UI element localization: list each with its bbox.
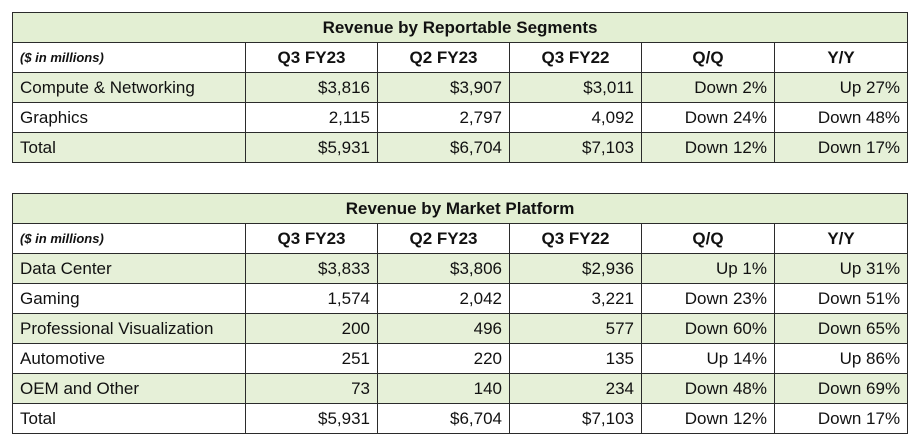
column-header: Q/Q [641,223,775,254]
platforms-table: Revenue by Market Platform ($ in millions… [11,193,909,434]
table-title-row: Revenue by Market Platform [11,193,909,224]
column-header: Q2 FY23 [377,223,510,254]
table-cell: 200 [245,313,378,344]
table-row: Professional Visualization 200 496 577 Down … [12,313,909,344]
column-header: Q3 FY22 [509,223,642,254]
segments-table: Revenue by Reportable Segments ($ in mill… [11,12,909,163]
unit-label: ($ in millions) [12,223,246,254]
table-cell: 2,115 [245,102,378,133]
table-cell: Down 65% [773,313,909,344]
column-header: Q2 FY23 [377,42,510,73]
column-header: Q3 FY23 [245,42,378,73]
table-cell: 496 [377,313,510,344]
row-label: Professional Visualization [12,313,246,344]
column-header: Y/Y [773,223,909,254]
table-cell: 251 [245,343,378,374]
column-header: Q3 FY23 [245,223,378,254]
table-cell: 2,042 [377,283,510,314]
table-row: Data Center $3,833 $3,806 $2,936 Up 1% Up 31% [12,253,909,284]
table-title: Revenue by Reportable Segments [11,12,909,43]
column-header: Q3 FY22 [509,42,642,73]
table-cell: 4,092 [509,102,642,133]
segments-table-body: Revenue by Reportable Segments ($ in mill… [11,12,909,163]
table-header-row: ($ in millions) Q3 FY23 Q2 FY23 Q3 FY22 Q/Q Y… [12,223,909,254]
column-header: Q/Q [641,42,775,73]
row-label: Gaming [12,283,246,314]
table-cell: Up 86% [773,343,909,374]
table-cell: $7,103 [509,403,642,434]
table-cell: Down 2% [641,72,775,103]
table-cell: $3,011 [509,72,642,103]
table-cell: 2,797 [377,102,510,133]
table-title: Revenue by Market Platform [11,193,909,224]
table-cell: Up 1% [641,253,775,284]
table-cell: $2,936 [509,253,642,284]
table-cell: 234 [509,373,642,404]
row-label: Graphics [12,102,246,133]
table-cell: $6,704 [377,403,510,434]
table-cell: $5,931 [245,403,378,434]
table-cell: $3,907 [377,72,510,103]
table-cell: 73 [245,373,378,404]
table-cell: Down 48% [773,102,909,133]
table-cell: Down 24% [641,102,775,133]
table-cell: 220 [377,343,510,374]
row-label: Compute & Networking [12,72,246,103]
table-cell: Up 31% [773,253,909,284]
row-label: OEM and Other [12,373,246,404]
table-cell: Down 12% [641,403,775,434]
row-label: Total [12,132,246,163]
table-cell: Down 48% [641,373,775,404]
row-label: Total [12,403,246,434]
table-cell: $3,833 [245,253,378,284]
table-cell: 577 [509,313,642,344]
table-cell: Down 17% [773,403,909,434]
table-cell: 3,221 [509,283,642,314]
table-row: OEM and Other 73 140 234 Down 48% Down 69% [12,373,909,404]
table-title-row: Revenue by Reportable Segments [11,12,909,43]
table-cell: $3,816 [245,72,378,103]
column-header: Y/Y [773,42,909,73]
table-cell: $5,931 [245,132,378,163]
table-cell: Down 69% [773,373,909,404]
table-row: Automotive 251 220 135 Up 14% Up 86% [12,343,909,374]
table-cell: Down 60% [641,313,775,344]
table-row: Gaming 1,574 2,042 3,221 Down 23% Down 51% [12,283,909,314]
row-label: Data Center [12,253,246,284]
unit-label: ($ in millions) [12,42,246,73]
platforms-table-body: Revenue by Market Platform ($ in millions… [11,193,909,434]
table-row: Graphics 2,115 2,797 4,092 Down 24% Down 48% [12,102,909,133]
table-cell: Up 14% [641,343,775,374]
table-row: Total $5,931 $6,704 $7,103 Down 12% Down 17% [12,132,909,163]
table-cell: $7,103 [509,132,642,163]
table-header-row: ($ in millions) Q3 FY23 Q2 FY23 Q3 FY22 Q/Q Y… [12,42,909,73]
table-cell: Up 27% [773,72,909,103]
table-cell: 135 [509,343,642,374]
table-row: Total $5,931 $6,704 $7,103 Down 12% Down 17% [12,403,909,434]
table-cell: $3,806 [377,253,510,284]
table-cell: Down 23% [641,283,775,314]
table-cell: 140 [377,373,510,404]
table-cell: Down 51% [773,283,909,314]
row-label: Automotive [12,343,246,374]
table-cell: 1,574 [245,283,378,314]
table-cell: Down 17% [773,132,909,163]
table-row: Compute & Networking $3,816 $3,907 $3,011 Do… [12,72,909,103]
table-cell: $6,704 [377,132,510,163]
table-cell: Down 12% [641,132,775,163]
